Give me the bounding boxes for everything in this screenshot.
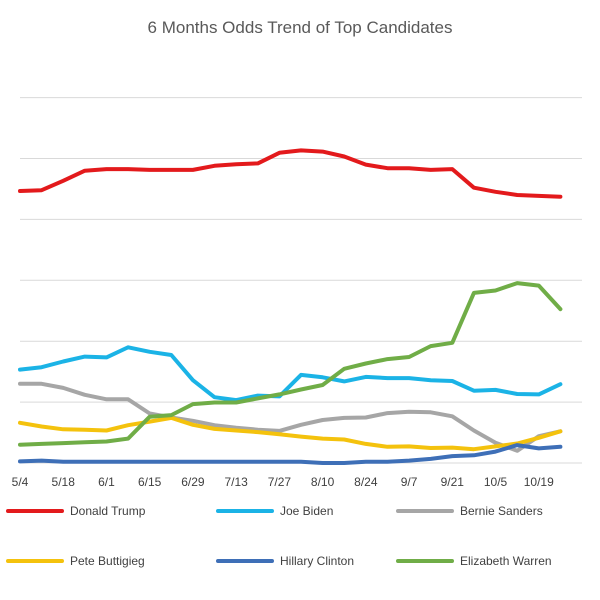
series-line-hillary-clinton bbox=[18, 443, 563, 465]
gridlines bbox=[20, 97, 582, 464]
chart-title: 6 Months Odds Trend of Top Candidates bbox=[148, 18, 453, 37]
x-tick-label: 5/4 bbox=[12, 475, 29, 489]
x-tick-label: 9/7 bbox=[401, 475, 418, 489]
x-tick-label: 7/13 bbox=[224, 475, 248, 489]
x-tick-label: 8/24 bbox=[354, 475, 378, 489]
legend-label-joe-biden: Joe Biden bbox=[280, 504, 333, 518]
series-lines bbox=[18, 148, 563, 465]
series-line-bernie-sanders bbox=[18, 381, 563, 453]
x-tick-label: 10/19 bbox=[524, 475, 554, 489]
x-tick-label: 6/15 bbox=[138, 475, 162, 489]
x-tick-label: 9/21 bbox=[441, 475, 465, 489]
series-line-joe-biden bbox=[18, 345, 563, 403]
series-line-pete-buttigieg bbox=[18, 415, 563, 452]
legend-label-hillary-clinton: Hillary Clinton bbox=[280, 554, 354, 568]
x-tick-label: 7/27 bbox=[268, 475, 292, 489]
x-tick-label: 6/29 bbox=[181, 475, 205, 489]
x-tick-label: 6/1 bbox=[98, 475, 115, 489]
x-tick-label: 10/5 bbox=[484, 475, 508, 489]
legend: Donald Trump Joe Biden Bernie Sanders Pete … bbox=[6, 504, 552, 568]
series-line-donald-trump bbox=[18, 148, 563, 199]
series-line-elizabeth-warren bbox=[18, 281, 563, 447]
x-tick-label: 5/18 bbox=[52, 475, 76, 489]
legend-label-elizabeth-warren: Elizabeth Warren bbox=[460, 554, 552, 568]
x-tick-label: 8/10 bbox=[311, 475, 335, 489]
legend-label-donald-trump: Donald Trump bbox=[70, 504, 146, 518]
legend-label-pete-buttigieg: Pete Buttigieg bbox=[70, 554, 145, 568]
legend-label-bernie-sanders: Bernie Sanders bbox=[460, 504, 543, 518]
x-axis-ticks: 5/4 5/18 6/1 6/15 6/29 7/13 7/27 8/10 8/24 9/7 9/2… bbox=[12, 475, 554, 489]
